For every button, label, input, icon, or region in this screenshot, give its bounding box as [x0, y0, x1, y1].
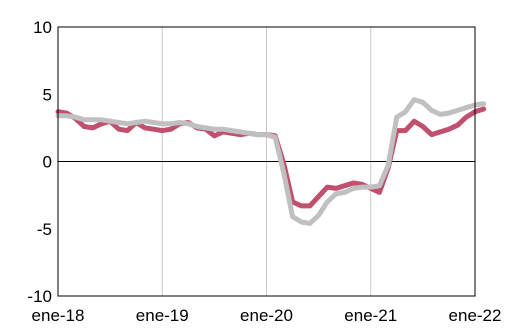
x-tick-label: ene-22 [449, 306, 502, 325]
y-tick-label: -5 [37, 220, 52, 239]
y-tick-label: 5 [43, 85, 52, 104]
series-line-2 [55, 97, 487, 226]
y-tick-label: 10 [33, 18, 52, 37]
x-tick-label: ene-21 [344, 306, 397, 325]
series-lines [55, 97, 487, 226]
y-tick-labels: -10 -5 0 5 10 [27, 18, 52, 306]
x-tick-label: ene-19 [136, 306, 189, 325]
y-tick-label: -10 [27, 287, 52, 306]
y-tick-label: 0 [43, 153, 52, 172]
plot-frame [57, 26, 476, 297]
x-tick-label: ene-20 [240, 306, 293, 325]
x-tick-labels: ene-18 ene-19 ene-20 ene-21 ene-22 [32, 306, 502, 325]
x-tick-label: ene-18 [32, 306, 85, 325]
